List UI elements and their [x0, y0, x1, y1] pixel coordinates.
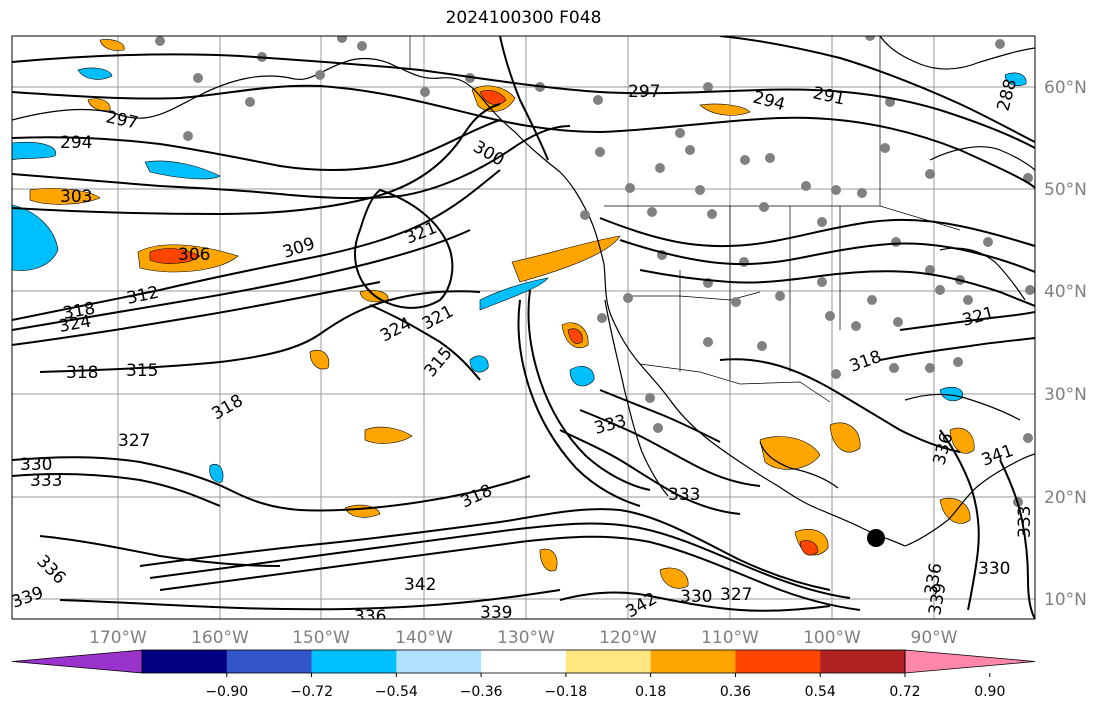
longitude-labels: 170°W 160°W 150°W 140°W 130°W 120°W 110°…	[89, 628, 958, 648]
contour-lines	[12, 36, 1035, 619]
shade-cyan	[469, 355, 489, 373]
contour-label: 303	[60, 187, 92, 207]
shade-orange	[364, 426, 413, 444]
lon-label: 140°W	[395, 628, 453, 648]
contour-label: 330	[20, 455, 52, 475]
lat-label: 10°N	[1044, 590, 1087, 610]
colorbar-segment	[735, 650, 821, 673]
lon-label: 110°W	[701, 628, 759, 648]
contour-label: 333	[1015, 506, 1035, 538]
lat-label: 30°N	[1044, 385, 1087, 405]
shade-cyan	[569, 366, 595, 387]
political-borders	[409, 36, 961, 403]
lon-label: 120°W	[599, 628, 657, 648]
contour-label: 297	[628, 82, 660, 102]
contour-label: 333	[30, 471, 62, 491]
lat-label: 40°N	[1044, 282, 1087, 302]
shade-cyan	[479, 277, 549, 311]
map-title: 2024100300 F048	[445, 8, 602, 28]
shade-orange	[939, 498, 971, 524]
shade-orange	[759, 436, 821, 470]
colorbar-tick-label: −0.54	[375, 684, 418, 700]
shade-red	[149, 248, 201, 264]
colorbar-segment	[311, 650, 397, 673]
contour-label: 318	[66, 363, 98, 383]
shade-cyan	[77, 67, 113, 80]
contour-label: 315	[126, 361, 158, 381]
colorbar-segment	[481, 650, 567, 673]
colorbar-extend-high	[904, 649, 1036, 674]
station-markers	[155, 36, 1035, 507]
contour-label: 336	[354, 607, 386, 627]
lon-label: 150°W	[292, 628, 350, 648]
shade-orange	[309, 349, 330, 370]
colorbar-ticks: −0.90 −0.72 −0.54 −0.36 −0.18 0.18 0.36 0.54 0.7…	[205, 673, 1005, 700]
contour-label: 330	[978, 559, 1010, 579]
shade-red	[799, 540, 819, 556]
lat-label: 60°N	[1044, 78, 1087, 98]
colorbar-frame	[141, 649, 906, 674]
contour-label: 306	[178, 245, 210, 265]
shade-orange	[659, 567, 689, 589]
colorbar-segment	[396, 650, 482, 673]
colorbar: −0.90 −0.72 −0.54 −0.36 −0.18 0.18 0.36 0.54 0.7…	[11, 649, 1036, 700]
highlight-marker	[867, 529, 885, 547]
shade-red	[567, 328, 583, 344]
shade-orange	[99, 39, 125, 51]
contour-label: 333	[668, 485, 700, 505]
contour-labels: 297 294 291 288 297 294 303 300 306 309 …	[12, 77, 1035, 627]
colorbar-tick-label: 0.54	[805, 684, 836, 700]
colorbar-tick-label: 0.18	[635, 684, 666, 700]
contour-label: 294	[60, 133, 92, 153]
colorbar-segment	[142, 650, 228, 673]
colorbar-tick-label: −0.72	[290, 684, 333, 700]
colorbar-tick-label: 0.90	[974, 684, 1005, 700]
contour-label: 327	[720, 585, 752, 605]
shade-orange	[829, 422, 861, 453]
lon-label: 170°W	[89, 628, 147, 648]
contour-label: 330	[680, 587, 712, 607]
contour-label: 327	[118, 431, 150, 451]
shade-cyan	[144, 160, 221, 180]
shade-red	[479, 90, 507, 105]
shade-orange	[511, 235, 621, 283]
colorbar-segment	[820, 650, 906, 673]
lon-label: 90°W	[911, 628, 958, 648]
shade-orange	[539, 548, 558, 572]
lat-label: 50°N	[1044, 180, 1087, 200]
latitude-labels: 60°N 50°N 40°N 30°N 20°N 10°N	[1044, 78, 1087, 610]
lon-label: 160°W	[191, 628, 249, 648]
shade-cyan	[1004, 72, 1027, 86]
colorbar-segment	[565, 650, 652, 673]
lat-label: 20°N	[1044, 488, 1087, 508]
shade-orange	[29, 188, 101, 205]
colorbar-segments	[11, 649, 1036, 674]
shaded-field	[12, 39, 1027, 589]
shade-cyan	[939, 386, 963, 402]
colorbar-tick-label: −0.90	[205, 684, 248, 700]
colorbar-tick-label: −0.36	[460, 684, 503, 700]
contour-label: 339	[480, 603, 512, 623]
lon-label: 100°W	[803, 628, 861, 648]
shade-cyan	[209, 463, 224, 483]
shade-orange	[949, 427, 975, 454]
colorbar-extend-low	[11, 649, 143, 674]
colorbar-tick-label: 0.36	[720, 684, 751, 700]
map-area: 297 294 291 288 297 294 303 300 306 309 …	[11, 35, 1036, 627]
shade-orange	[699, 103, 751, 116]
shade-orange	[87, 98, 111, 111]
shade-cyan	[12, 204, 59, 271]
colorbar-segment	[226, 650, 313, 673]
colorbar-tick-label: 0.72	[889, 684, 920, 700]
colorbar-segment	[650, 650, 736, 673]
contour-label: 342	[404, 575, 436, 595]
lon-label: 130°W	[497, 628, 555, 648]
colorbar-tick-label: −0.18	[544, 684, 587, 700]
shade-cyan	[12, 141, 57, 161]
